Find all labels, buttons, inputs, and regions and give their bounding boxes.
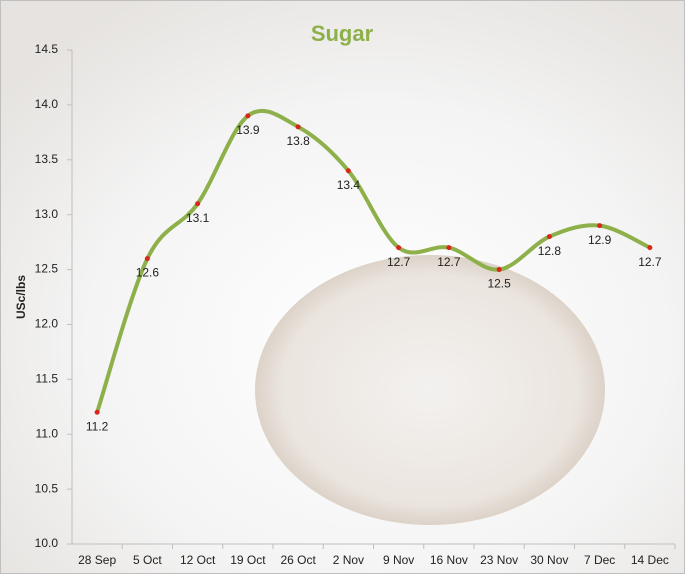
data-label: 12.7 — [437, 255, 461, 269]
data-label: 13.4 — [337, 178, 361, 192]
y-tick-label: 10.5 — [35, 481, 59, 495]
y-tick-label: 10.0 — [35, 536, 59, 550]
data-point — [597, 223, 603, 229]
x-tick-label: 12 Oct — [180, 553, 216, 567]
x-tick-label: 30 Nov — [530, 553, 568, 567]
x-tick-label: 23 Nov — [480, 553, 518, 567]
data-point — [396, 245, 402, 251]
x-tick-label: 19 Oct — [230, 553, 266, 567]
y-tick-label: 11.0 — [36, 426, 59, 440]
data-point — [496, 267, 502, 273]
x-tick-label: 9 Nov — [383, 553, 414, 567]
data-point — [546, 234, 552, 240]
data-point — [446, 245, 452, 251]
data-point — [295, 124, 301, 130]
x-tick-label: 5 Oct — [133, 553, 162, 567]
chart-title: Sugar — [311, 21, 374, 46]
background-decor — [255, 255, 605, 525]
x-tick-label: 26 Oct — [280, 553, 316, 567]
data-label: 12.7 — [387, 255, 411, 269]
data-point — [245, 113, 251, 119]
y-tick-label: 14.0 — [35, 97, 59, 111]
data-label: 13.9 — [236, 123, 260, 137]
data-label: 12.6 — [136, 266, 160, 280]
y-tick-label: 13.0 — [35, 207, 59, 221]
y-tick-label: 12.0 — [35, 317, 59, 331]
x-tick-label: 7 Dec — [584, 553, 615, 567]
data-point — [345, 168, 351, 174]
data-label: 12.9 — [588, 233, 612, 247]
x-tick-label: 28 Sep — [78, 553, 116, 567]
data-label: 13.8 — [286, 134, 310, 148]
y-axis-label: USc/lbs — [14, 275, 28, 319]
data-label: 12.8 — [538, 244, 562, 258]
data-label: 13.1 — [186, 211, 210, 225]
y-tick-label: 14.5 — [35, 42, 59, 56]
x-tick-label: 16 Nov — [430, 553, 468, 567]
data-point — [144, 256, 150, 262]
x-tick-label: 2 Nov — [333, 553, 364, 567]
data-label: 12.5 — [487, 277, 511, 291]
data-point — [195, 201, 201, 207]
data-label: 11.2 — [86, 419, 109, 433]
data-point — [647, 245, 653, 251]
y-tick-label: 11.5 — [36, 372, 59, 386]
data-point — [94, 409, 100, 415]
y-tick-label: 13.5 — [35, 152, 59, 166]
y-tick-label: 12.5 — [35, 262, 59, 276]
x-tick-label: 14 Dec — [631, 553, 669, 567]
data-label: 12.7 — [638, 255, 662, 269]
